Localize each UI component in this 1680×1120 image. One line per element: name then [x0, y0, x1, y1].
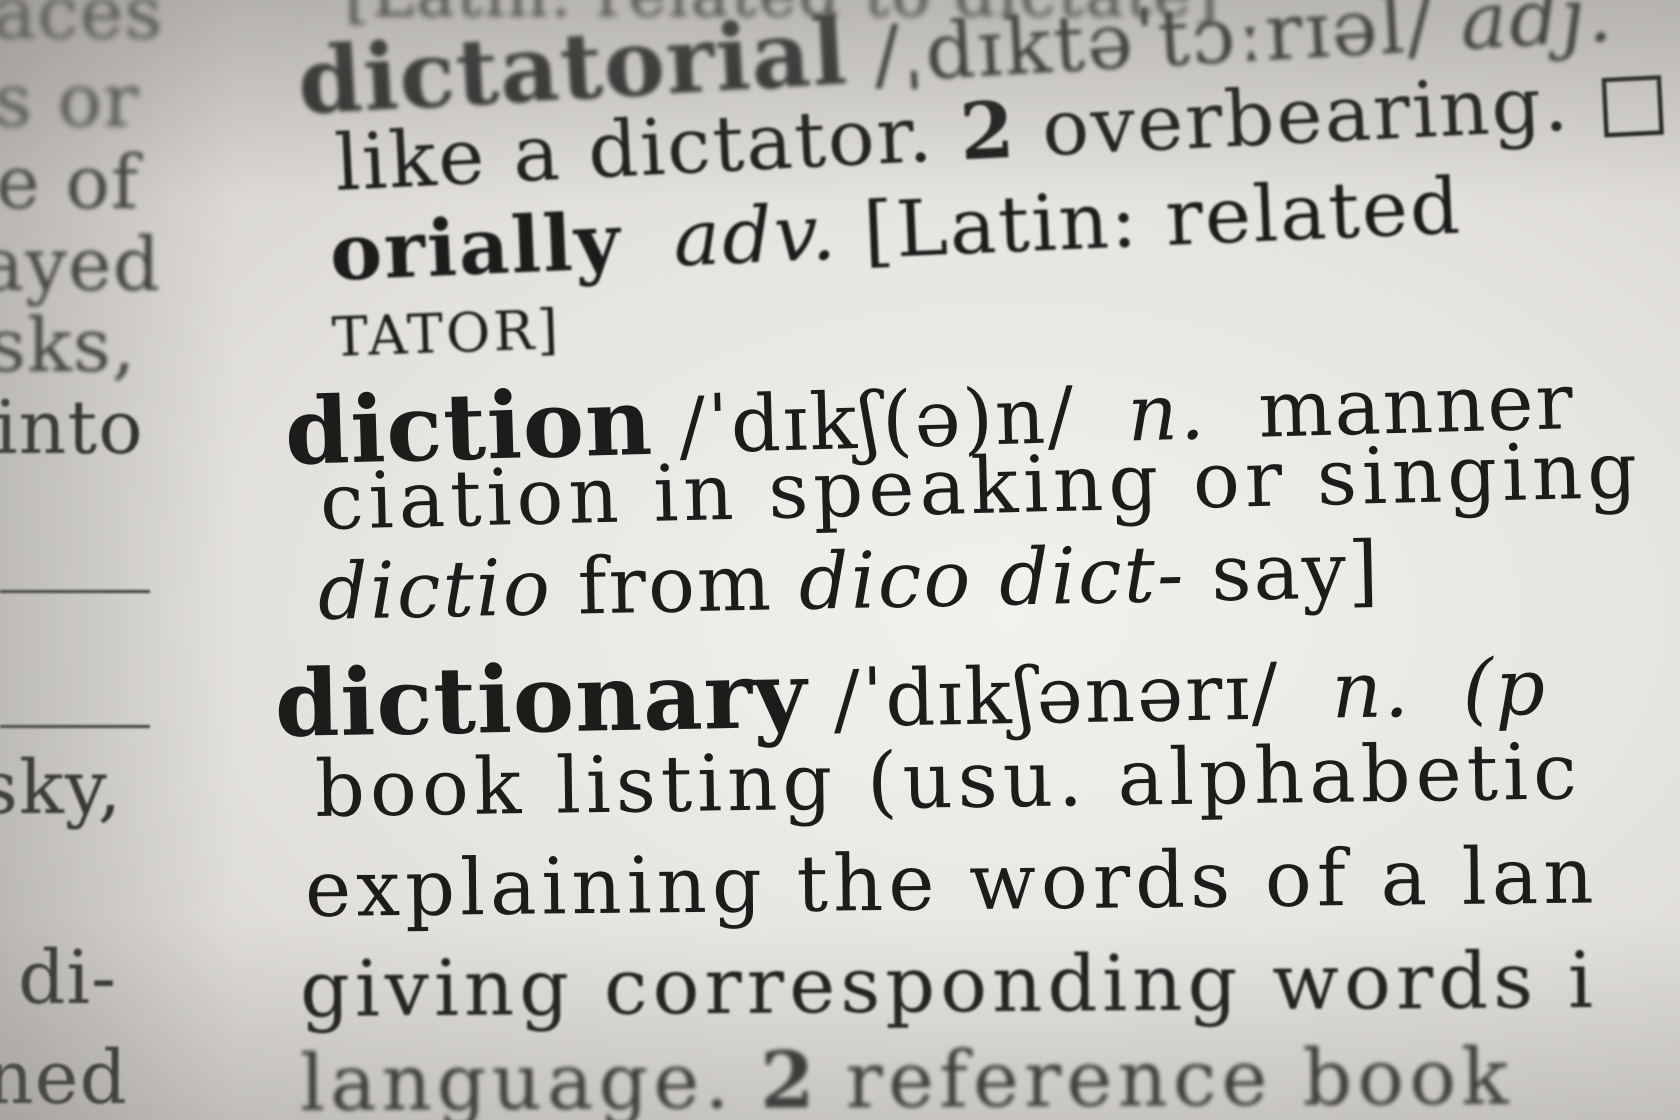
derivative-marker: □ [1593, 53, 1674, 148]
cut-off-line: [Latin: related to dictate] [345, 0, 1220, 32]
etymology-word: dictio [317, 543, 553, 638]
etymology-text: say] [1210, 525, 1382, 620]
definition-text: (p [1461, 642, 1548, 735]
part-of-speech: adv. [671, 187, 840, 285]
sense-number: 2 [957, 84, 1019, 179]
etymology-word: dico dict- [797, 529, 1187, 628]
definition-text: reference book [845, 1032, 1514, 1120]
pronunciation: /ˈdɪkʃənərɪ/ [832, 647, 1281, 746]
entry-dictionary-line-3: explaining the words of a lan [304, 831, 1599, 935]
left-fragment: into [0, 385, 144, 471]
etymology-text: from [576, 538, 774, 633]
entry-dictionary-line-5: language. 2 reference book [300, 1032, 1514, 1120]
entry-dictatorial-line-4: TATOR] [330, 298, 563, 369]
part-of-speech: n. [1330, 645, 1412, 737]
column-rule [0, 725, 150, 728]
left-fragment: di- [18, 935, 118, 1021]
left-column: aces s or e of ayed sks, into sky, di- n… [0, 0, 190, 1120]
left-fragment: aces [0, 0, 164, 56]
sense-number: 2 [760, 1035, 820, 1120]
column-rule [0, 590, 150, 593]
left-fragment: ned [0, 1035, 128, 1120]
left-fragment: sky, [0, 745, 123, 831]
derivative-word: orially [328, 195, 624, 299]
definition-text: language. [299, 1036, 735, 1120]
entry-dictionary-line-4: giving corresponding words i [299, 935, 1599, 1035]
left-fragment: e of [0, 140, 140, 226]
left-fragment: sks, [0, 303, 137, 389]
entry-dictionary-line-2: book listing (usu. alphabetic [314, 727, 1583, 835]
left-fragment: ayed [0, 222, 162, 308]
left-fragment: s or [0, 58, 140, 144]
